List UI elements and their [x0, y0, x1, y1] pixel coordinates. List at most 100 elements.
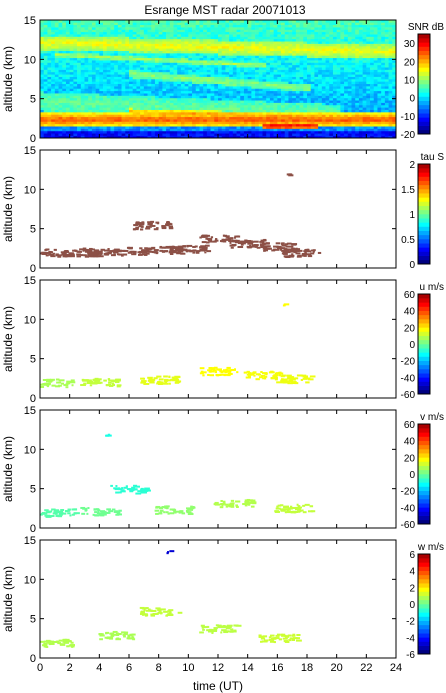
heatmap-cell: [218, 116, 223, 120]
heatmap-cell: [314, 95, 319, 99]
heatmap-cell: [232, 27, 237, 30]
heatmap-cell: [269, 90, 274, 94]
heatmap-cell: [299, 116, 304, 120]
heatmap-cell: [366, 126, 371, 129]
heatmap-cell: [40, 74, 45, 77]
heatmap-cell: [292, 97, 297, 101]
heatmap-cell: [177, 38, 182, 42]
heatmap-cell: [110, 83, 115, 87]
heatmap-cell: [236, 69, 241, 73]
heatmap-cell: [65, 116, 70, 120]
heatmap-cell: [329, 53, 334, 56]
heatmap-cell: [103, 20, 108, 23]
heatmap-cell: [147, 86, 152, 89]
heatmap-cell: [307, 121, 312, 125]
heatmap-cell: [110, 62, 115, 66]
heatmap-cell: [121, 53, 126, 56]
heatmap-cell: [173, 20, 178, 23]
heatmap-cell: [262, 112, 267, 115]
heatmap-cell: [77, 55, 82, 59]
heatmap-cell: [243, 95, 248, 99]
heatmap-cell: [95, 64, 100, 68]
heatmap-cell: [336, 57, 341, 61]
heatmap-cell: [136, 97, 141, 101]
heatmap-cell: [358, 112, 363, 115]
heatmap-cell: [154, 34, 159, 37]
heatmap-cell: [225, 62, 230, 66]
heatmap-cell: [340, 107, 345, 110]
heatmap-cell: [106, 53, 111, 56]
heatmap-cell: [384, 104, 389, 108]
heatmap-cell: [266, 95, 271, 99]
heatmap-cell: [284, 27, 289, 30]
heatmap-cell: [203, 43, 208, 47]
heatmap-cell: [184, 90, 189, 94]
heatmap-cell: [91, 116, 96, 120]
heatmap-cell: [258, 57, 263, 61]
heatmap-cell: [243, 100, 248, 103]
colorbar-swatch: [418, 121, 430, 126]
heatmap-cell: [143, 79, 148, 82]
heatmap-cell: [125, 93, 130, 96]
heatmap-cell: [140, 86, 145, 89]
heatmap-cell: [110, 79, 115, 82]
heatmap-cell: [329, 48, 334, 51]
heatmap-cell: [99, 123, 104, 127]
heatmap-cell: [236, 83, 241, 87]
heatmap-cell: [370, 27, 375, 30]
heatmap-cell: [214, 112, 219, 115]
heatmap-cell: [281, 62, 286, 66]
heatmap-cell: [143, 67, 148, 70]
heatmap-cell: [266, 119, 271, 122]
heatmap-cell: [147, 95, 152, 99]
heatmap-cell: [169, 48, 174, 51]
heatmap-cell: [203, 76, 208, 80]
heatmap-cell: [62, 119, 67, 122]
heatmap-cell: [266, 133, 271, 136]
heatmap-cell: [284, 93, 289, 96]
heatmap-cell: [114, 64, 119, 68]
heatmap-cell: [392, 50, 397, 54]
heatmap-cell: [377, 41, 382, 44]
heatmap-cell: [225, 104, 230, 108]
heatmap-cell: [358, 116, 363, 120]
heatmap-cell: [332, 55, 337, 59]
heatmap-cell: [162, 83, 167, 87]
heatmap-cell: [262, 83, 267, 87]
heatmap-cell: [329, 97, 334, 101]
heatmap-cell: [232, 93, 237, 96]
heatmap-cell: [106, 57, 111, 61]
heatmap-cell: [151, 133, 156, 136]
heatmap-cell: [269, 107, 274, 110]
heatmap-cell: [143, 53, 148, 56]
heatmap-cell: [258, 48, 263, 51]
heatmap-cell: [325, 109, 330, 113]
heatmap-cell: [180, 38, 185, 42]
heatmap-cell: [62, 100, 67, 103]
heatmap-cell: [251, 55, 256, 59]
echo-mark: [55, 254, 62, 257]
heatmap-cell: [43, 69, 48, 73]
heatmap-cell: [151, 119, 156, 122]
heatmap-cell: [303, 20, 308, 23]
heatmap-cell: [117, 76, 122, 80]
heatmap-cell: [199, 83, 204, 87]
heatmap-cell: [114, 95, 119, 99]
heatmap-cell: [158, 62, 163, 66]
heatmap-cell: [347, 109, 352, 113]
heatmap-cell: [273, 36, 278, 40]
heatmap-cell: [173, 55, 178, 59]
heatmap-cell: [277, 62, 282, 66]
heatmap-cell: [277, 86, 282, 89]
heatmap-cell: [47, 135, 52, 139]
heatmap-cell: [184, 123, 189, 127]
heatmap-cell: [184, 114, 189, 118]
heatmap-cell: [255, 67, 260, 70]
heatmap-cell: [162, 116, 167, 120]
heatmap-cell: [362, 45, 367, 49]
heatmap-cell: [258, 41, 263, 44]
heatmap-cell: [199, 50, 204, 54]
heatmap-cell: [99, 79, 104, 82]
heatmap-cell: [240, 62, 245, 66]
echo-mark: [96, 251, 101, 254]
